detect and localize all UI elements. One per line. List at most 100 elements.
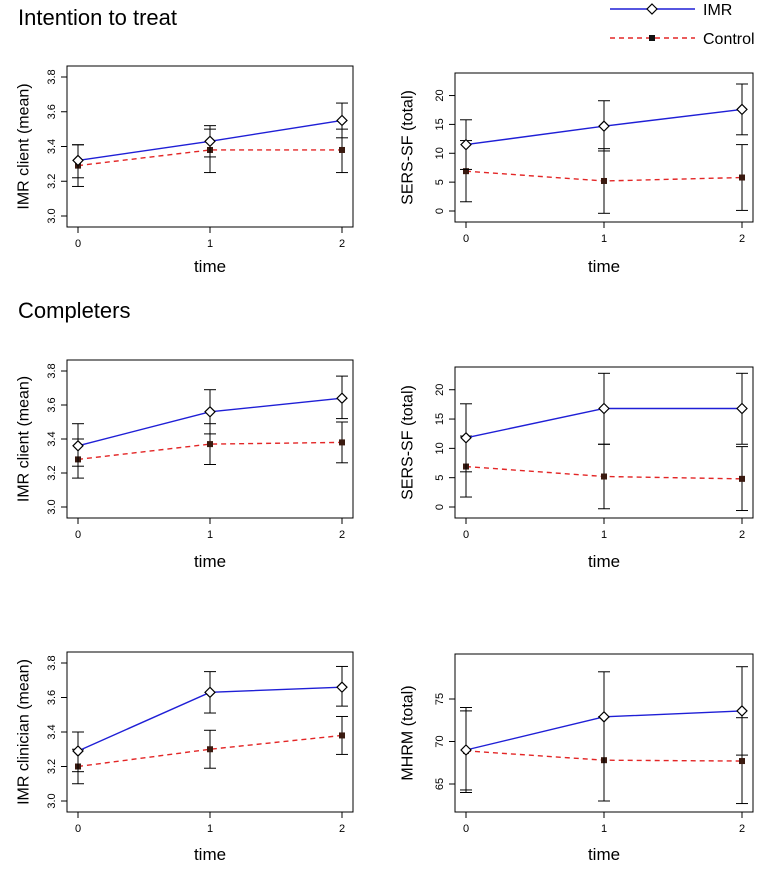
data-point-control	[739, 475, 745, 482]
x-tick-label: 0	[75, 529, 81, 541]
chart-panel-comp-mhrm: 65 70 75 0 1 2 time MHRM (total)	[400, 653, 754, 864]
y-axis-label: IMR clinician (mean)	[16, 659, 33, 805]
data-point-control	[601, 177, 607, 184]
x-tick-label: 2	[739, 823, 745, 835]
data-point-control	[463, 168, 469, 175]
y-tick-label: 5	[434, 475, 446, 481]
data-point-imr	[204, 686, 216, 699]
chart-panel-comp-clinician: 3.0 3.2 3.4 3.6 3.8 0 1 2 time IMR clinician (mea…	[16, 651, 354, 864]
data-point-imr	[736, 705, 748, 717]
legend-label-imr: IMR	[703, 2, 732, 19]
chart-panel-comp-client: 3.0 3.2 3.4 3.6 3.8 0 1 2 time IMR client (mean)	[16, 359, 354, 571]
x-axis-label: time	[194, 257, 226, 276]
series-line-control	[77, 441, 343, 461]
data-point-imr	[460, 138, 472, 151]
y-tick-label: 3.8	[46, 363, 58, 378]
legend-marker-imr	[646, 3, 658, 15]
data-layer	[72, 375, 348, 479]
data-point-imr	[460, 744, 472, 756]
y-axis-label: IMR client (mean)	[16, 83, 33, 209]
x-tick-label: 1	[207, 238, 213, 250]
chart-panel-itt-client: 3.0 3.2 3.4 3.6 3.8 0 1 2 time IMR client (mean)	[16, 65, 354, 276]
data-point-imr	[204, 135, 216, 148]
data-point-imr	[598, 711, 610, 723]
legend: IMR Control	[610, 2, 755, 48]
data-point-imr	[336, 681, 348, 693]
x-tick-label: 1	[207, 823, 213, 835]
y-tick-label: 3.6	[46, 104, 58, 119]
data-point-imr	[736, 402, 748, 415]
data-point-control	[207, 746, 213, 753]
chart-panels: 3.0 3.2 3.4 3.6 3.8 0 1 2 time IMR client (mean) 0…	[16, 65, 754, 864]
x-axis-label: time	[194, 552, 226, 571]
data-point-imr	[736, 103, 748, 116]
data-point-imr	[598, 402, 610, 415]
y-axis-label: IMR client (mean)	[16, 376, 33, 502]
x-tick-label: 2	[339, 238, 345, 250]
data-point-control	[339, 732, 345, 739]
data-point-imr	[72, 154, 84, 167]
x-tick-label: 2	[339, 823, 345, 835]
data-point-imr	[204, 405, 216, 418]
data-point-imr	[72, 439, 84, 452]
data-layer	[460, 83, 748, 214]
x-tick-label: 2	[339, 529, 345, 541]
x-axis-label: time	[588, 552, 620, 571]
y-tick-label: 3.8	[46, 69, 58, 84]
x-tick-label: 0	[463, 233, 469, 245]
y-tick-label: 3.6	[46, 690, 58, 705]
y-tick-label: 65	[434, 778, 446, 790]
y-tick-label: 3.0	[46, 793, 58, 808]
y-tick-label: 3.0	[46, 499, 58, 514]
x-tick-label: 1	[207, 529, 213, 541]
x-tick-label: 2	[739, 529, 745, 541]
x-axis-label: time	[588, 257, 620, 276]
y-tick-label: 0	[434, 504, 446, 510]
y-tick-label: 3.2	[46, 465, 58, 480]
y-axis-label: SERS-SF (total)	[400, 90, 417, 205]
y-tick-label: 15	[434, 118, 446, 130]
legend-marker-control	[649, 35, 655, 41]
section-title-completers: Completers	[18, 298, 131, 323]
y-tick-label: 3.2	[46, 759, 58, 774]
x-tick-label: 1	[601, 233, 607, 245]
data-point-control	[207, 441, 213, 448]
y-tick-label: 3.4	[46, 724, 58, 739]
data-point-imr	[72, 745, 84, 757]
y-tick-label: 10	[434, 442, 446, 454]
x-tick-label: 0	[463, 823, 469, 835]
y-tick-label: 3.2	[46, 174, 58, 189]
y-tick-label: 5	[434, 179, 446, 185]
data-point-control	[601, 473, 607, 480]
series-line-control	[77, 149, 342, 167]
x-tick-label: 2	[739, 233, 745, 245]
chart-panel-itt-sers: 0 5 10 15 20 0 1 2 time SERS-SF (total)	[400, 72, 754, 276]
data-point-control	[339, 439, 345, 446]
data-point-control	[739, 758, 745, 765]
y-tick-label: 3.6	[46, 397, 58, 412]
x-tick-label: 1	[601, 529, 607, 541]
y-tick-label: 20	[434, 384, 446, 396]
y-tick-label: 3.0	[46, 208, 58, 223]
y-tick-label: 70	[434, 735, 446, 747]
x-tick-label: 0	[463, 529, 469, 541]
x-axis-label: time	[588, 845, 620, 864]
x-axis-label: time	[194, 845, 226, 864]
y-tick-label: 3.8	[46, 655, 58, 670]
data-point-control	[339, 146, 345, 153]
y-tick-label: 3.4	[46, 139, 58, 154]
y-axis-label: SERS-SF (total)	[400, 385, 417, 500]
legend-label-control: Control	[703, 31, 755, 48]
x-tick-label: 0	[75, 238, 81, 250]
y-axis-label: MHRM (total)	[400, 685, 417, 780]
data-layer	[72, 102, 348, 187]
chart-panel-comp-sers: 0 5 10 15 20 0 1 2 time SERS-SF (total)	[400, 366, 754, 571]
data-point-imr	[336, 114, 348, 127]
x-tick-label: 1	[601, 823, 607, 835]
section-title-itt: Intention to treat	[18, 5, 177, 30]
y-tick-label: 75	[434, 693, 446, 705]
y-tick-label: 3.4	[46, 431, 58, 446]
y-tick-label: 10	[434, 147, 446, 159]
data-layer	[460, 372, 748, 512]
